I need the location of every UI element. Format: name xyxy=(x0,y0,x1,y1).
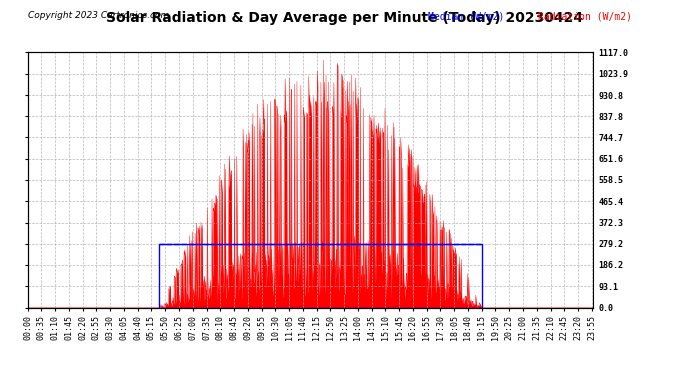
Text: Median (W/m2): Median (W/m2) xyxy=(428,11,504,21)
Text: Copyright 2023 Cartronics.com: Copyright 2023 Cartronics.com xyxy=(28,11,169,20)
Text: Radiation (W/m2): Radiation (W/m2) xyxy=(538,11,632,21)
Bar xyxy=(159,244,482,308)
Text: Solar Radiation & Day Average per Minute (Today) 20230424: Solar Radiation & Day Average per Minute… xyxy=(106,11,584,25)
